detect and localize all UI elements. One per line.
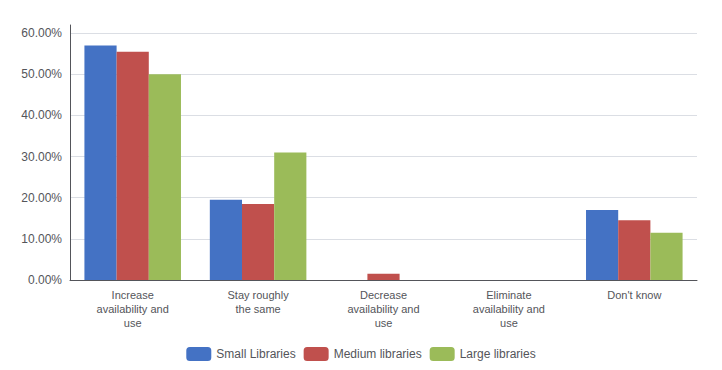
svg-text:Eliminate: Eliminate [486, 289, 531, 301]
svg-text:60.00%: 60.00% [21, 26, 62, 40]
svg-text:Increase: Increase [112, 289, 154, 301]
svg-text:use: use [500, 317, 518, 329]
svg-text:Stay roughly: Stay roughly [228, 289, 290, 301]
svg-text:20.00%: 20.00% [21, 191, 62, 205]
svg-text:40.00%: 40.00% [21, 108, 62, 122]
svg-text:0.00%: 0.00% [28, 273, 62, 287]
svg-text:Large libraries: Large libraries [460, 347, 536, 361]
svg-text:use: use [124, 317, 142, 329]
svg-text:Small Libraries: Small Libraries [216, 347, 295, 361]
svg-text:availability and: availability and [347, 303, 419, 315]
svg-text:the same: the same [235, 303, 280, 315]
svg-text:availability and: availability and [473, 303, 545, 315]
svg-text:use: use [375, 317, 393, 329]
svg-text:Medium libraries: Medium libraries [334, 347, 422, 361]
svg-text:Don't know: Don't know [607, 289, 661, 301]
svg-text:30.00%: 30.00% [21, 150, 62, 164]
svg-text:availability and: availability and [97, 303, 169, 315]
svg-text:50.00%: 50.00% [21, 67, 62, 81]
svg-text:Decrease: Decrease [360, 289, 407, 301]
svg-text:10.00%: 10.00% [21, 232, 62, 246]
